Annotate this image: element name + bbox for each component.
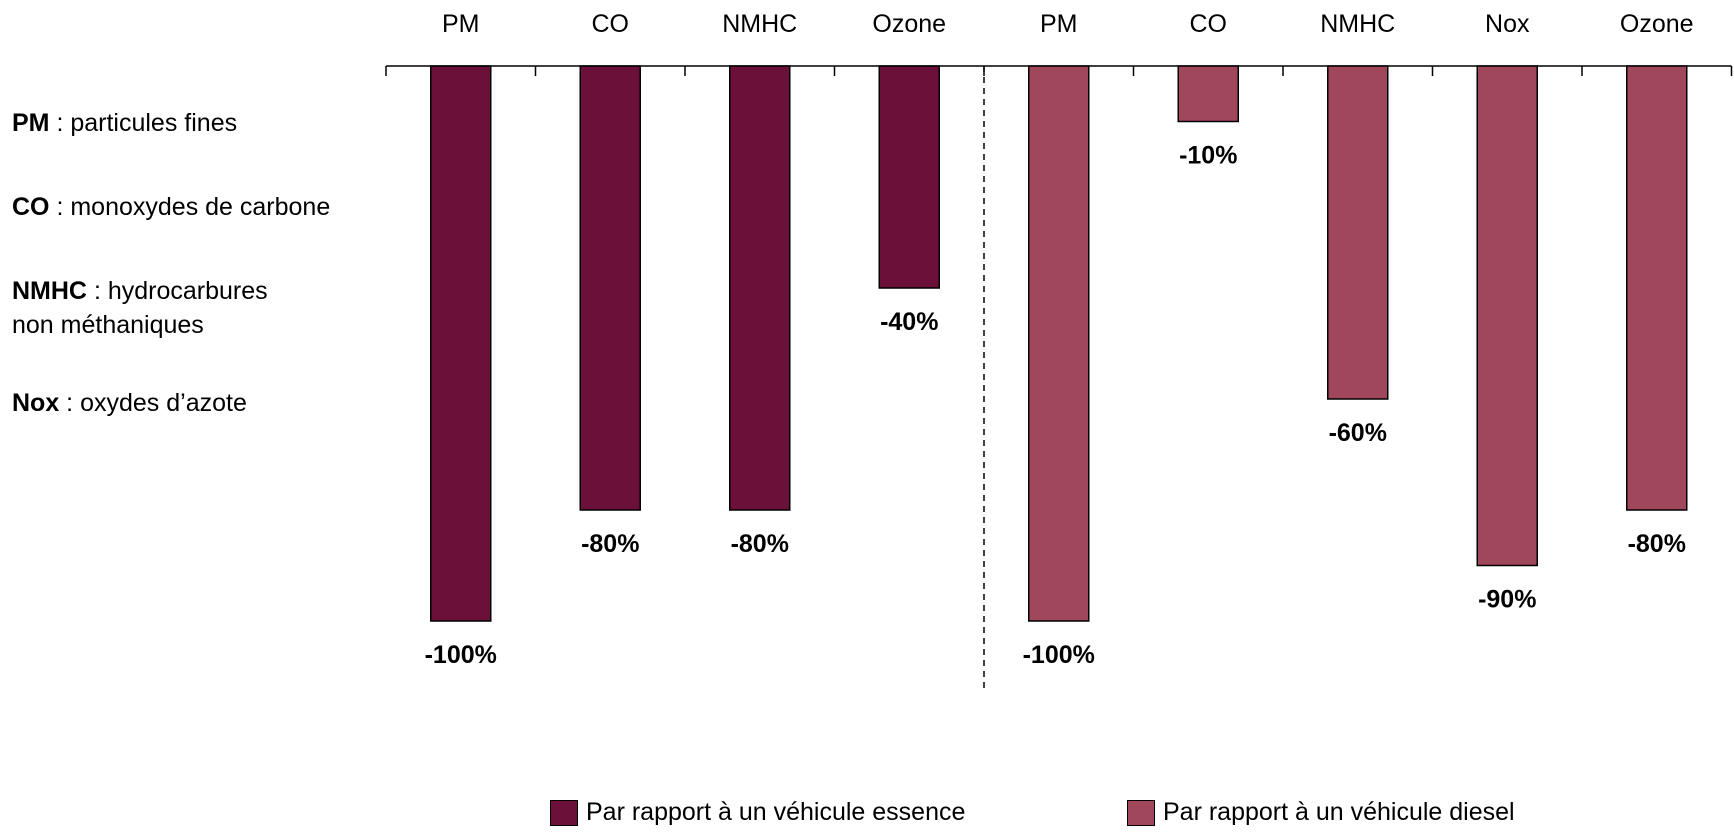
- data-label: -40%: [880, 308, 938, 336]
- glossary-description: particules fines: [70, 109, 238, 137]
- glossary-entry-co: CO : monoxydes de carbone: [12, 190, 330, 224]
- legend-item-essence: Par rapport à un véhicule essence: [550, 798, 965, 827]
- category-label: NMHC: [1320, 10, 1395, 38]
- data-label: -80%: [581, 530, 639, 558]
- glossary-separator: :: [49, 193, 71, 221]
- category-label: PM: [442, 10, 480, 38]
- bar: [579, 65, 641, 511]
- bar: [878, 65, 940, 289]
- bar: [430, 65, 492, 622]
- glossary-entry-pm: PM : particules fines: [12, 106, 330, 140]
- data-label: -100%: [425, 641, 497, 669]
- glossary-abbr: CO: [12, 193, 50, 221]
- glossary-description: oxydes d’azote: [80, 389, 247, 417]
- data-label: -80%: [1628, 530, 1686, 558]
- category-label: CO: [1190, 10, 1228, 38]
- category-label: NMHC: [722, 10, 797, 38]
- category-label: Nox: [1485, 10, 1530, 38]
- glossary-abbr: NMHC: [12, 277, 87, 305]
- glossary-abbr: Nox: [12, 389, 60, 417]
- data-label: -90%: [1478, 586, 1536, 614]
- glossary-separator: :: [87, 277, 108, 305]
- bar: [729, 65, 791, 511]
- legend-item-diesel: Par rapport à un véhicule diesel: [1127, 798, 1515, 827]
- glossary-description-continued: non méthaniques: [12, 311, 204, 339]
- data-label: -100%: [1023, 641, 1095, 669]
- legend-label: Par rapport à un véhicule diesel: [1163, 798, 1515, 826]
- glossary-abbr: PM: [12, 109, 50, 137]
- glossary-description: hydrocarbures: [107, 277, 268, 305]
- legend-label: Par rapport à un véhicule essence: [586, 798, 966, 826]
- bar: [1177, 65, 1239, 123]
- abbreviation-glossary: PM : particules fines CO : monoxydes de …: [12, 106, 330, 470]
- bar: [1476, 65, 1538, 567]
- legend-swatch-diesel: [1127, 799, 1155, 826]
- legend-swatch-essence: [550, 799, 578, 826]
- glossary-entry-nox: Nox : oxydes d’azote: [12, 386, 330, 420]
- data-label: -80%: [731, 530, 789, 558]
- bar: [1327, 65, 1389, 400]
- bar: [1028, 65, 1090, 622]
- category-label: CO: [592, 10, 630, 38]
- glossary-entry-nmhc: NMHC : hydrocarbures non méthaniques: [12, 274, 330, 342]
- data-label: -10%: [1179, 142, 1237, 170]
- category-label: Ozone: [872, 10, 946, 38]
- category-label: PM: [1040, 10, 1078, 38]
- data-label: -60%: [1329, 419, 1387, 447]
- category-label: Ozone: [1620, 10, 1694, 38]
- glossary-description: monoxydes de carbone: [70, 193, 331, 221]
- glossary-separator: :: [59, 389, 81, 417]
- glossary-separator: :: [49, 109, 71, 137]
- bar: [1626, 65, 1688, 511]
